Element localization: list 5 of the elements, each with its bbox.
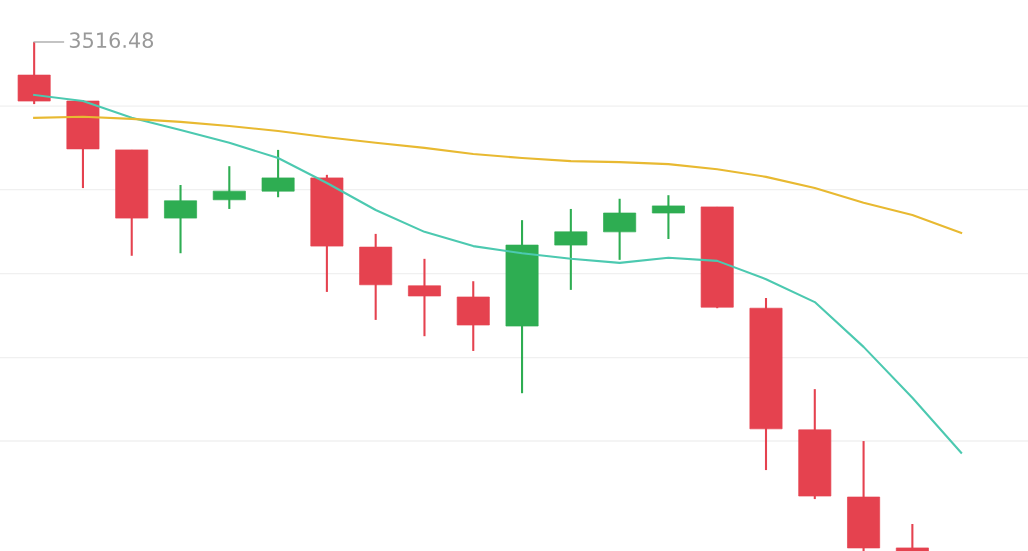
- candlestick: [408, 257, 441, 338]
- annotation: 3516.48: [69, 32, 154, 49]
- candlestick: [212, 165, 246, 210]
- candlestick: [895, 522, 929, 551]
- candlestick: [651, 194, 685, 241]
